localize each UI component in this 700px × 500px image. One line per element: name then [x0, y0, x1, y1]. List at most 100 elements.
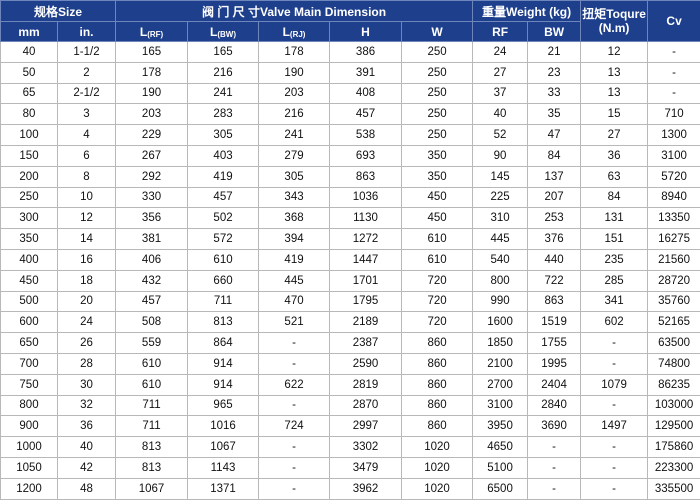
- table-cell: 279: [259, 145, 330, 166]
- table-cell: 225: [473, 187, 528, 208]
- table-cell: 350: [402, 145, 473, 166]
- table-cell: 190: [259, 62, 330, 83]
- table-cell: 440: [528, 249, 581, 270]
- table-cell: 470: [259, 291, 330, 312]
- table-cell: 35760: [648, 291, 700, 312]
- table-cell: -: [259, 333, 330, 354]
- table-cell: 1020: [402, 437, 473, 458]
- table-cell: 6: [58, 145, 116, 166]
- table-cell: 457: [330, 104, 402, 125]
- table-cell: -: [581, 478, 648, 499]
- table-cell: 2387: [330, 333, 402, 354]
- table-cell: 24: [58, 312, 116, 333]
- w-header: W: [402, 22, 473, 42]
- table-cell: 450: [1, 270, 58, 291]
- table-cell: 914: [188, 374, 259, 395]
- table-cell: 1050: [1, 457, 58, 478]
- table-cell: 711: [116, 395, 188, 416]
- l-rj-main: L: [283, 25, 290, 39]
- table-cell: 305: [188, 125, 259, 146]
- table-cell: 2: [58, 62, 116, 83]
- table-cell: 3479: [330, 457, 402, 478]
- table-cell: 50: [1, 62, 58, 83]
- table-cell: 965: [188, 395, 259, 416]
- table-cell: 165: [188, 42, 259, 63]
- table-cell: 813: [188, 312, 259, 333]
- table-cell: -: [648, 83, 700, 104]
- table-cell: 860: [402, 416, 473, 437]
- table-cell: 145: [473, 166, 528, 187]
- table-cell: 508: [116, 312, 188, 333]
- table-cell: 860: [402, 374, 473, 395]
- table-cell: 27: [473, 62, 528, 83]
- table-cell: 1497: [581, 416, 648, 437]
- table-cell: 860: [402, 395, 473, 416]
- table-cell: 521: [259, 312, 330, 333]
- table-cell: -: [648, 62, 700, 83]
- table-cell: 602: [581, 312, 648, 333]
- table-cell: 250: [402, 42, 473, 63]
- table-cell: 2100: [473, 353, 528, 374]
- table-cell: 1795: [330, 291, 402, 312]
- table-cell: 622: [259, 374, 330, 395]
- table-cell: 540: [473, 249, 528, 270]
- table-cell: 610: [116, 353, 188, 374]
- table-cell: 864: [188, 333, 259, 354]
- table-cell: 52165: [648, 312, 700, 333]
- table-cell: -: [259, 353, 330, 374]
- table-cell: 3690: [528, 416, 581, 437]
- table-cell: 800: [1, 395, 58, 416]
- table-cell: 42: [58, 457, 116, 478]
- table-cell: 151: [581, 229, 648, 250]
- table-cell: 457: [116, 291, 188, 312]
- table-cell: 21560: [648, 249, 700, 270]
- table-cell: 216: [259, 104, 330, 125]
- table-cell: 241: [259, 125, 330, 146]
- table-cell: 129500: [648, 416, 700, 437]
- table-cell: -: [528, 457, 581, 478]
- table-cell: 724: [259, 416, 330, 437]
- table-cell: 30: [58, 374, 116, 395]
- table-cell: 40: [473, 104, 528, 125]
- table-cell: 36: [581, 145, 648, 166]
- table-cell: 860: [402, 333, 473, 354]
- table-cell: 650: [1, 333, 58, 354]
- table-cell: 1447: [330, 249, 402, 270]
- table-cell: 310: [473, 208, 528, 229]
- l-bw-header: L(BW): [188, 22, 259, 42]
- table-cell: 33: [528, 83, 581, 104]
- table-cell: 84: [581, 187, 648, 208]
- table-cell: 391: [330, 62, 402, 83]
- table-cell: 368: [259, 208, 330, 229]
- table-cell: 3950: [473, 416, 528, 437]
- table-cell: 203: [116, 104, 188, 125]
- table-cell: 235: [581, 249, 648, 270]
- table-cell: 36: [58, 416, 116, 437]
- cv-header: Cv: [648, 1, 700, 42]
- table-cell: 1755: [528, 333, 581, 354]
- table-cell: 3962: [330, 478, 402, 499]
- table-cell: 1000: [1, 437, 58, 458]
- table-cell: 28: [58, 353, 116, 374]
- table-cell: 343: [259, 187, 330, 208]
- table-cell: 90: [473, 145, 528, 166]
- table-cell: 863: [528, 291, 581, 312]
- table-cell: -: [528, 478, 581, 499]
- table-cell: 8940: [648, 187, 700, 208]
- table-cell: 1371: [188, 478, 259, 499]
- table-cell: 1200: [1, 478, 58, 499]
- table-cell: 103000: [648, 395, 700, 416]
- table-cell: -: [581, 395, 648, 416]
- table-cell: 445: [473, 229, 528, 250]
- table-cell: 432: [116, 270, 188, 291]
- bw-header: BW: [528, 22, 581, 42]
- table-cell: 250: [402, 104, 473, 125]
